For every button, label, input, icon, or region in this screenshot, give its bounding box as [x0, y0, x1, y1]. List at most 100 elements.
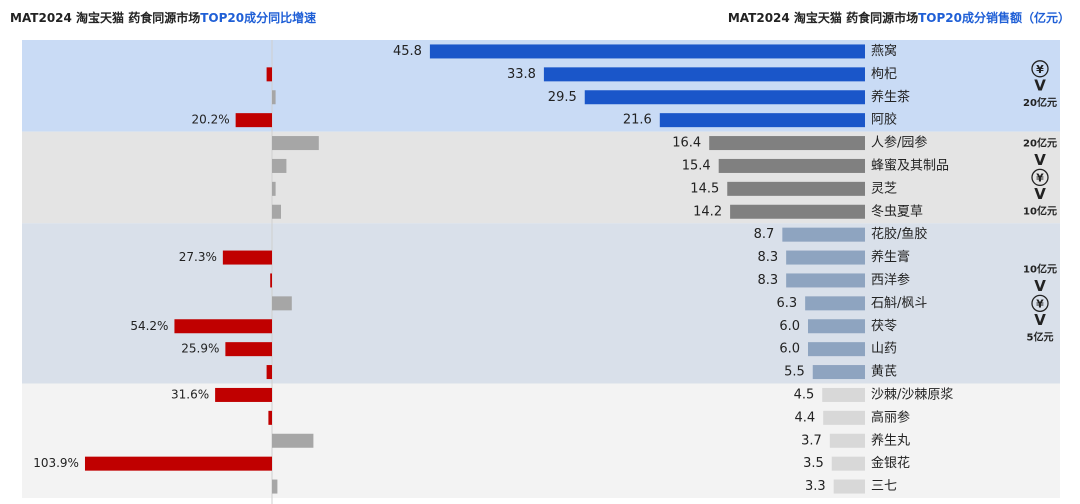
greater-than-sign: V — [1034, 76, 1046, 94]
sales-value-label: 16.4 — [672, 136, 701, 151]
category-label: 三七 — [871, 479, 897, 494]
sales-value-label: 6.0 — [779, 319, 800, 334]
growth-value-label: 25.9% — [181, 342, 219, 356]
sales-value-label: 33.8 — [507, 67, 536, 82]
growth-bar — [225, 342, 272, 357]
sales-bar — [730, 204, 865, 219]
sales-value-label: 6.3 — [776, 296, 797, 311]
sales-bar — [782, 227, 865, 242]
sales-bar — [659, 113, 865, 128]
growth-value-label: 27.3% — [179, 250, 217, 264]
tier-threshold-label: 20亿元 — [1023, 136, 1057, 149]
sales-bar — [808, 319, 865, 334]
sales-value-label: 15.4 — [682, 158, 711, 173]
growth-bar — [174, 319, 272, 334]
category-label: 茯苓 — [871, 319, 897, 334]
category-label: 养生茶 — [871, 89, 910, 105]
growth-bar — [272, 204, 281, 219]
sales-bar — [812, 365, 865, 380]
sales-bar — [829, 433, 865, 448]
growth-value-label: 31.6% — [171, 387, 209, 401]
growth-bar — [272, 158, 287, 173]
yuan-symbol: ¥ — [1036, 63, 1044, 76]
category-label: 石斛/枫斗 — [871, 296, 927, 311]
right-chart-title: MAT2024 淘宝天猫 药食同源市场TOP20成分销售额（亿元） — [728, 9, 1070, 26]
growth-value-label: 103.9% — [33, 456, 79, 470]
sales-bar — [831, 456, 865, 471]
sales-bar — [808, 342, 865, 357]
greater-than-sign: V — [1034, 151, 1046, 169]
category-label: 花胶/鱼胶 — [871, 226, 927, 242]
growth-value-label: 54.2% — [130, 319, 168, 333]
sales-value-label: 5.5 — [784, 365, 805, 380]
growth-bar — [272, 433, 314, 448]
sales-bar — [805, 296, 865, 311]
sales-value-label: 8.3 — [757, 250, 778, 265]
left-title-part2: TOP20成分同比增速 — [200, 11, 317, 25]
tier-band-tier-2 — [22, 131, 1060, 224]
category-label: 沙棘/沙棘原浆 — [871, 387, 953, 402]
category-label: 冬虫夏草 — [871, 203, 923, 219]
growth-bar — [215, 387, 272, 402]
tier-threshold-label: 5亿元 — [1027, 330, 1054, 343]
growth-bar — [84, 456, 272, 471]
sales-bar — [786, 273, 865, 288]
sales-value-label: 6.0 — [779, 342, 800, 357]
right-title-part2: TOP20成分销售额（亿元） — [918, 11, 1070, 25]
growth-bar — [270, 273, 272, 288]
sales-bar — [822, 387, 865, 402]
sales-bar — [543, 67, 865, 82]
tier-threshold-label: 20亿元 — [1023, 96, 1057, 109]
tier-threshold-label: 10亿元 — [1023, 262, 1057, 275]
growth-bar — [272, 479, 278, 494]
sales-bar — [727, 181, 865, 196]
left-chart-title: MAT2024 淘宝天猫 药食同源市场TOP20成分同比增速 — [10, 9, 316, 26]
sales-value-label: 8.3 — [757, 273, 778, 288]
greater-than-sign: V — [1034, 277, 1046, 295]
category-label: 人参/园参 — [871, 135, 927, 151]
sales-value-label: 29.5 — [548, 90, 577, 105]
greater-than-sign: V — [1034, 311, 1046, 329]
category-label: 高丽参 — [871, 409, 910, 425]
sales-value-label: 14.2 — [693, 204, 722, 219]
growth-bar — [272, 90, 276, 105]
sales-value-label: 3.3 — [805, 479, 826, 494]
category-label: 养生膏 — [871, 249, 910, 265]
yuan-circle-icon — [1031, 168, 1049, 187]
sales-bar — [823, 410, 865, 425]
right-title-part1: MAT2024 淘宝天猫 药食同源市场 — [727, 11, 919, 25]
growth-bar — [272, 136, 319, 151]
growth-value-label: 20.2% — [192, 113, 230, 127]
sales-value-label: 4.4 — [795, 410, 816, 425]
category-label: 燕窝 — [871, 43, 897, 59]
yuan-circle-icon — [1031, 294, 1049, 313]
greater-than-sign: V — [1034, 185, 1046, 203]
tier-band-tier-4 — [22, 383, 1060, 498]
tier-band-tier-3 — [22, 223, 1060, 384]
sales-bar — [718, 158, 865, 173]
growth-bar — [266, 365, 272, 380]
category-label: 蜂蜜及其制品 — [871, 158, 949, 173]
sales-value-label: 45.8 — [393, 44, 422, 59]
yuan-circle-icon — [1031, 60, 1049, 78]
yuan-symbol: ¥ — [1036, 297, 1044, 310]
sales-bar — [429, 44, 865, 59]
growth-bar — [268, 410, 272, 425]
sales-bar — [709, 136, 865, 151]
growth-bar — [222, 250, 272, 265]
category-label: 西洋参 — [871, 272, 910, 288]
category-label: 金银花 — [871, 455, 910, 471]
left-title-part1: MAT2024 淘宝天猫 药食同源市场 — [10, 11, 201, 25]
sales-value-label: 8.7 — [754, 227, 775, 242]
sales-value-label: 14.5 — [690, 181, 719, 196]
category-label: 灵芝 — [871, 180, 897, 196]
category-label: 黄芪 — [871, 365, 897, 380]
category-label: 养生丸 — [871, 432, 910, 448]
tier-threshold-label: 10亿元 — [1023, 204, 1057, 217]
growth-bar — [235, 113, 272, 128]
category-label: 阿胶 — [871, 112, 897, 128]
sales-bar — [584, 90, 865, 105]
sales-bar — [833, 479, 865, 494]
sales-value-label: 3.7 — [801, 433, 822, 448]
